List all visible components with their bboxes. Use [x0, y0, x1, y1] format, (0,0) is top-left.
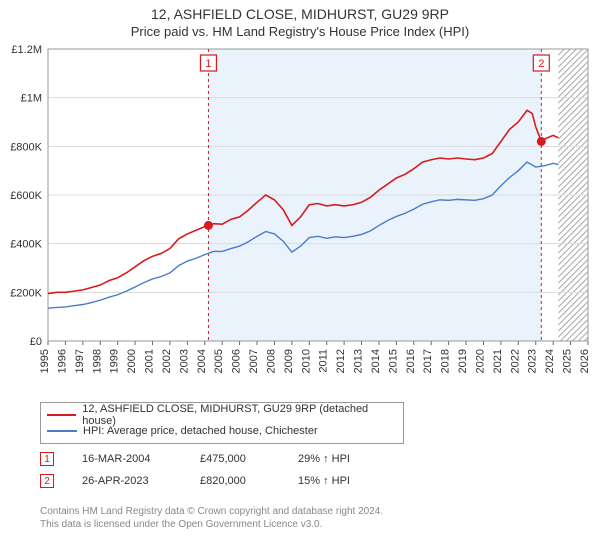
sale-marker-2: 2 — [40, 474, 54, 488]
svg-text:2021: 2021 — [492, 349, 504, 373]
svg-text:2023: 2023 — [527, 349, 539, 373]
svg-text:1996: 1996 — [56, 349, 68, 373]
sale-row: 1 16-MAR-2004 £475,000 29% ↑ HPI — [40, 448, 378, 470]
svg-text:2026: 2026 — [579, 349, 591, 373]
chart-legend: 12, ASHFIELD CLOSE, MIDHURST, GU29 9RP (… — [40, 402, 404, 444]
svg-text:2024: 2024 — [544, 349, 556, 373]
svg-text:£1.2M: £1.2M — [11, 44, 42, 56]
sale-date: 26-APR-2023 — [82, 475, 172, 487]
svg-text:2003: 2003 — [178, 349, 190, 373]
svg-text:2014: 2014 — [370, 349, 382, 373]
svg-text:1: 1 — [205, 58, 211, 70]
svg-text:2020: 2020 — [474, 349, 486, 373]
svg-text:£400K: £400K — [10, 239, 42, 251]
legend-label-series1: 12, ASHFIELD CLOSE, MIDHURST, GU29 9RP (… — [82, 403, 397, 427]
svg-text:2018: 2018 — [440, 349, 452, 373]
svg-text:2015: 2015 — [387, 349, 399, 373]
svg-text:£600K: £600K — [10, 190, 42, 202]
svg-text:2011: 2011 — [318, 349, 330, 373]
svg-text:2: 2 — [538, 58, 544, 70]
svg-text:2022: 2022 — [509, 349, 521, 373]
svg-text:2007: 2007 — [248, 349, 260, 373]
svg-text:£1M: £1M — [21, 93, 42, 105]
svg-text:2000: 2000 — [126, 349, 138, 373]
svg-text:2017: 2017 — [422, 349, 434, 373]
svg-text:1999: 1999 — [109, 349, 121, 373]
svg-text:2001: 2001 — [144, 349, 156, 373]
sale-row: 2 26-APR-2023 £820,000 15% ↑ HPI — [40, 470, 378, 492]
page-subtitle: Price paid vs. HM Land Registry's House … — [0, 24, 600, 39]
sale-marker-1: 1 — [40, 452, 54, 466]
svg-text:2009: 2009 — [283, 349, 295, 373]
license-line-2: This data is licensed under the Open Gov… — [40, 518, 383, 531]
sale-vs-hpi: 29% ↑ HPI — [298, 453, 378, 465]
sale-price: £820,000 — [200, 475, 270, 487]
legend-label-series2: HPI: Average price, detached house, Chic… — [83, 425, 318, 437]
license-text: Contains HM Land Registry data © Crown c… — [40, 505, 383, 531]
svg-text:2006: 2006 — [231, 349, 243, 373]
sale-price: £475,000 — [200, 453, 270, 465]
license-line-1: Contains HM Land Registry data © Crown c… — [40, 505, 383, 518]
sales-table: 1 16-MAR-2004 £475,000 29% ↑ HPI 2 26-AP… — [40, 448, 378, 492]
svg-text:1997: 1997 — [74, 349, 86, 373]
svg-text:1995: 1995 — [39, 349, 51, 373]
sale-vs-hpi: 15% ↑ HPI — [298, 475, 378, 487]
svg-text:2010: 2010 — [300, 349, 312, 373]
svg-text:2002: 2002 — [161, 349, 173, 373]
page-title: 12, ASHFIELD CLOSE, MIDHURST, GU29 9RP — [0, 6, 600, 22]
price-chart: £0 £200K £400K £600K £800K £1M £1.2M 1995 1996 19… — [0, 39, 600, 389]
svg-text:2019: 2019 — [457, 349, 469, 373]
svg-text:£200K: £200K — [10, 287, 42, 299]
svg-text:2025: 2025 — [562, 349, 574, 373]
svg-text:2013: 2013 — [353, 349, 365, 373]
svg-text:£0: £0 — [30, 336, 42, 348]
svg-text:2008: 2008 — [265, 349, 277, 373]
svg-text:2012: 2012 — [335, 349, 347, 373]
legend-swatch-series1 — [47, 414, 76, 416]
svg-text:2004: 2004 — [196, 349, 208, 373]
svg-text:1998: 1998 — [91, 349, 103, 373]
svg-text:£800K: £800K — [10, 141, 42, 153]
svg-text:2005: 2005 — [213, 349, 225, 373]
svg-text:2016: 2016 — [405, 349, 417, 373]
sale-date: 16-MAR-2004 — [82, 453, 172, 465]
legend-swatch-series2 — [47, 430, 77, 432]
